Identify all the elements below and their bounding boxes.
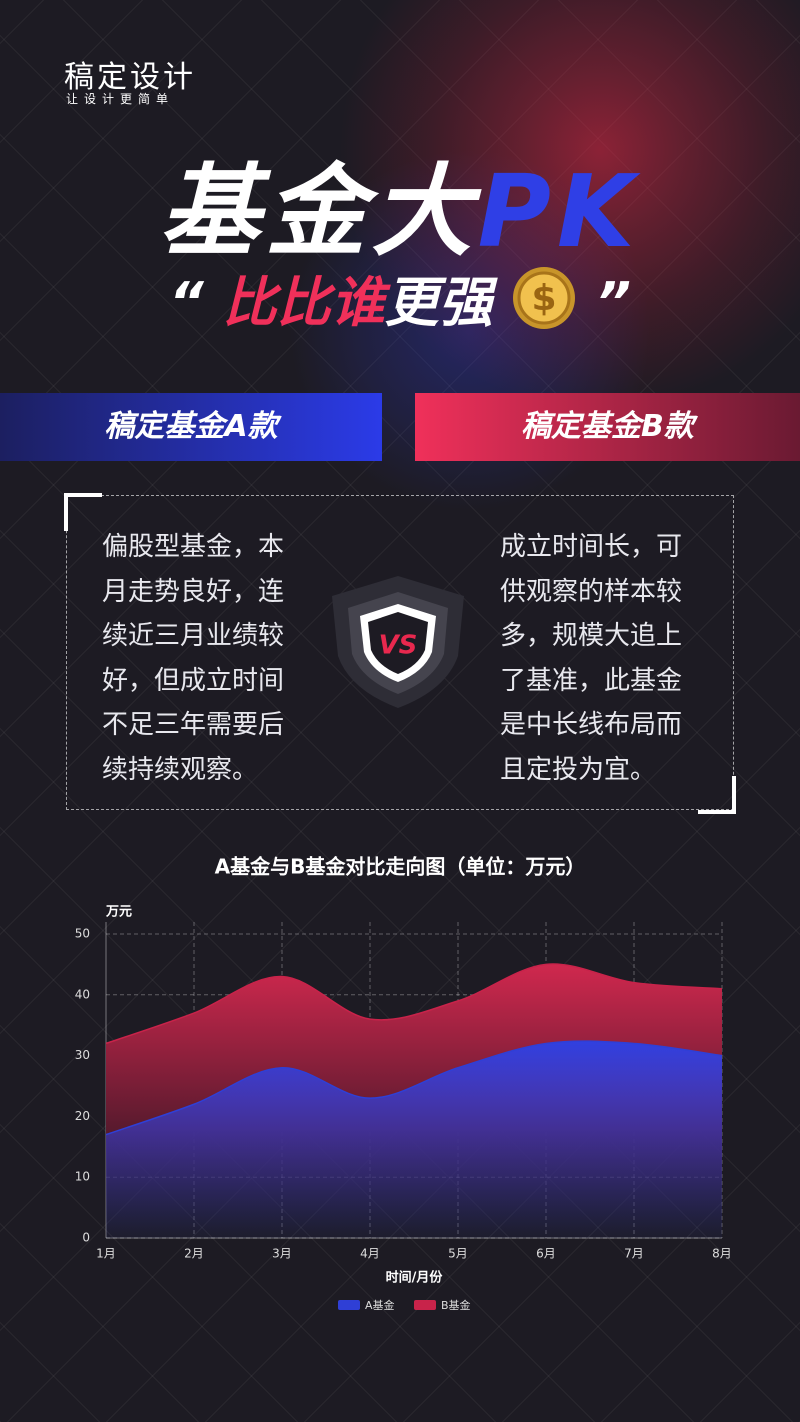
text-line: 好，但成立时间 xyxy=(102,665,285,696)
text-line: 月走势良好，连 xyxy=(102,576,285,607)
svg-text:VS: VS xyxy=(379,631,418,661)
x-tick-label: 7月 xyxy=(624,1247,644,1261)
area-line xyxy=(105,963,723,1045)
legend-label: B基金 xyxy=(441,1298,471,1312)
vs-shield: VS xyxy=(332,576,464,708)
headline: 基金大PK xyxy=(0,130,800,275)
text-line: 成立时间长，可 xyxy=(500,532,683,562)
text-line: 续近三月业绩较 xyxy=(102,621,285,651)
x-tick-label: 3月 xyxy=(272,1247,292,1261)
headline-accent: PK xyxy=(477,153,641,270)
brand-slogan: 让设计更简单 xyxy=(66,92,175,106)
text-line: 多，规模大追上 xyxy=(500,621,683,651)
compare-box xyxy=(66,495,734,810)
x-tick-label: 2月 xyxy=(184,1247,204,1261)
svg-text:$: $ xyxy=(532,278,557,319)
chart: A基金与B基金对比走向图（单位：万元） 万元 时间/月份 0 10 20 30 40 50… xyxy=(75,855,732,1313)
quote: ” xyxy=(596,271,631,334)
fund-b-text: 成立时间长，可 供观察的样本较 多，规模大追上 了基准，此基金 是中长线布局而 且定投为宜… xyxy=(500,525,682,792)
y-tick-label: 40 xyxy=(75,987,90,1001)
legend-swatch xyxy=(338,1300,360,1310)
corner xyxy=(698,776,736,814)
headline-main: 基金大 xyxy=(159,153,478,270)
fund-a-name: 稿定基金A款 xyxy=(104,409,278,444)
coin-icon: $ xyxy=(513,267,576,329)
corner xyxy=(64,493,102,531)
chart-title: A基金与B基金对比走向图（单位：万元） xyxy=(215,855,586,879)
text-line: 偏股型基金，本 xyxy=(102,532,285,562)
brand-name: 稿定设计 xyxy=(64,60,196,95)
text-line: 不足三年需要后 xyxy=(102,710,285,740)
fund-b-name: 稿定基金B款 xyxy=(521,409,694,444)
text-line: 了基准，此基金 xyxy=(500,665,683,696)
fund-a-text: 偏股型基金，本 月走势良好，连 续近三月业绩较 好，但成立时间 不足三年需要后 续持续观察… xyxy=(102,525,284,792)
y-tick-label: 0 xyxy=(82,1231,90,1245)
legend-swatch xyxy=(414,1300,436,1310)
y-tick-label: 20 xyxy=(75,1109,90,1123)
y-axis-label: 万元 xyxy=(105,905,132,920)
x-tick-label: 8月 xyxy=(712,1247,732,1261)
legend-label: A基金 xyxy=(365,1298,395,1312)
text-line: 是中长线布局而 xyxy=(500,710,683,740)
x-tick-label: 1月 xyxy=(96,1247,116,1261)
sub-white: 更强 xyxy=(384,271,493,334)
area xyxy=(106,1041,722,1238)
x-tick-label: 6月 xyxy=(536,1247,556,1261)
x-tick-label: 4月 xyxy=(360,1247,380,1261)
y-tick-label: 50 xyxy=(75,927,90,941)
fund-b-tab: 稿定基金B款 xyxy=(415,393,800,461)
text-line: 续持续观察。 xyxy=(102,754,259,785)
y-tick-label: 30 xyxy=(75,1048,90,1062)
text-line: 且定投为宜。 xyxy=(500,754,657,785)
subheadline: “ 比比谁更强 $ ” xyxy=(0,258,800,337)
text-line: 供观察的样本较 xyxy=(500,576,683,607)
y-tick-label: 10 xyxy=(75,1170,90,1184)
x-axis-label: 时间/月份 xyxy=(386,1270,444,1286)
x-tick-label: 5月 xyxy=(448,1247,468,1261)
quote: “ xyxy=(169,271,204,334)
sub-red: 比比谁 xyxy=(222,271,385,334)
area-line xyxy=(105,1040,723,1136)
fund-a-tab: 稿定基金A款 xyxy=(0,393,382,461)
